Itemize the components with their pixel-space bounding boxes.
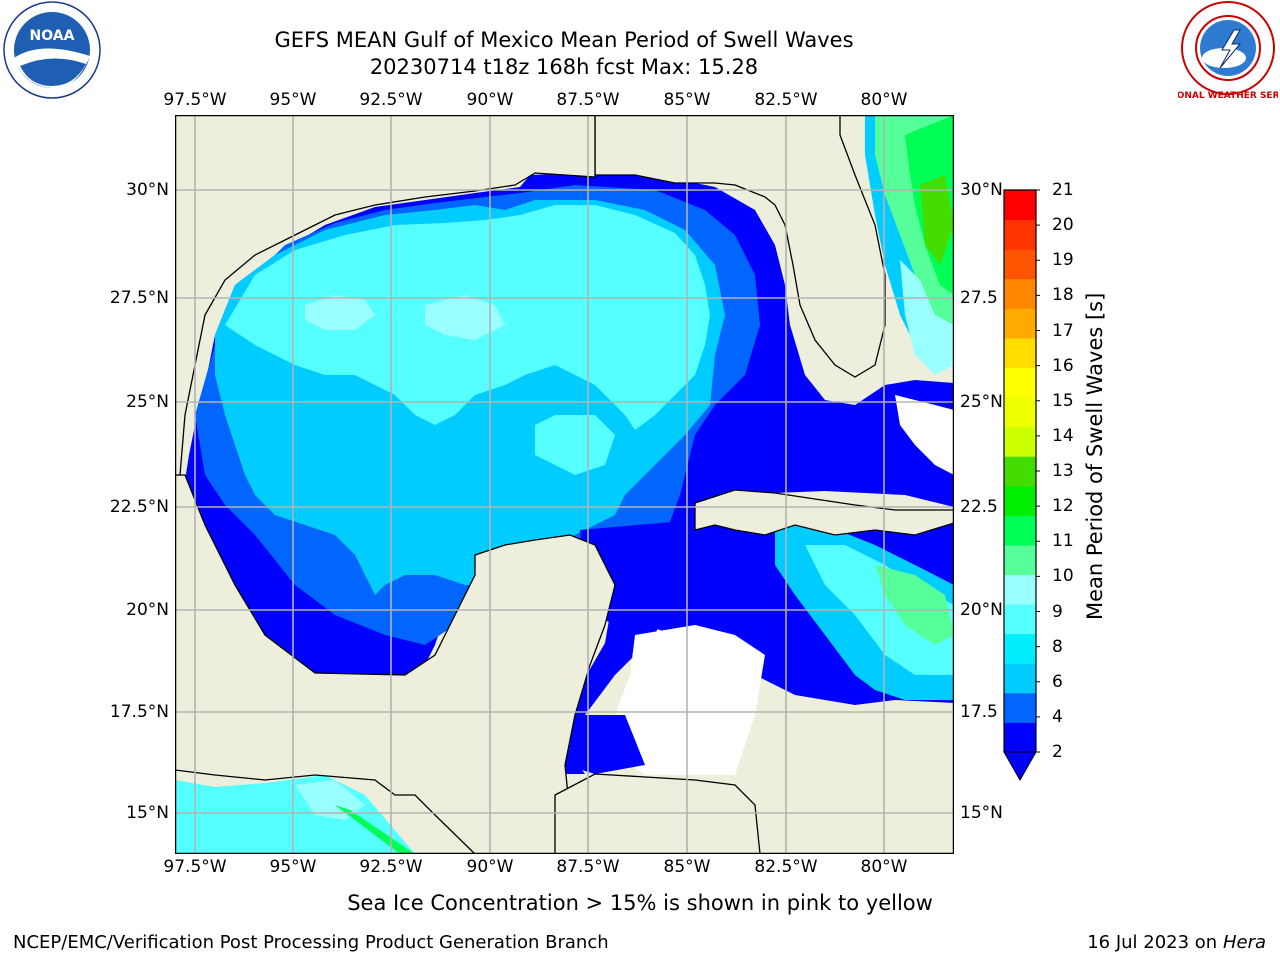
lat-label-right: 17.5 <box>960 702 998 722</box>
colorbar-tick-label: 2 <box>1052 742 1063 762</box>
lat-label-left: 30°N <box>126 180 169 200</box>
lon-label-top: 85°W <box>663 90 711 110</box>
chart-subtitle: 20230714 t18z 168h fcst Max: 15.28 <box>369 55 759 79</box>
lat-label-left: 20°N <box>126 600 169 620</box>
colorbar-tick-label: 10 <box>1052 566 1074 587</box>
colorbar-segment <box>1004 308 1036 339</box>
colorbar-segment <box>1004 426 1036 457</box>
coastlines <box>175 115 954 854</box>
colorbar-tick-label: 15 <box>1052 390 1074 411</box>
footer-machine: Hera <box>1222 932 1266 953</box>
colorbar <box>1000 186 1040 786</box>
lon-label-top: 82.5°W <box>754 90 818 110</box>
pacific-water <box>175 775 415 854</box>
noaa-logo-text: NOAA <box>30 28 75 44</box>
colorbar-segment <box>1004 604 1036 635</box>
lon-label-top: 80°W <box>860 90 908 110</box>
map-frame <box>175 115 954 854</box>
lat-label-left: 27.5°N <box>109 288 169 308</box>
lon-label-bottom: 97.5°W <box>163 857 227 877</box>
colorbar-segment <box>1004 278 1036 309</box>
colorbar-segment <box>1004 190 1036 221</box>
colorbar-tick-label: 14 <box>1052 425 1074 446</box>
lon-label-top: 87.5°W <box>556 90 620 110</box>
colorbar-tick-label: 4 <box>1052 706 1063 727</box>
colorbar-segment <box>1004 574 1036 605</box>
nws-logo-text: NATIONAL WEATHER SERVICE <box>1178 91 1278 100</box>
atlantic-water <box>865 115 954 375</box>
colorbar-segment <box>1004 249 1036 280</box>
lat-label-right: 30°N <box>960 180 1003 200</box>
colorbar-segment <box>1004 397 1036 428</box>
colorbar-label: Mean Period of Swell Waves [s] <box>1083 292 1107 620</box>
colorbar-segment <box>1004 515 1036 546</box>
colorbar-segment <box>1004 367 1036 398</box>
lat-label-right: 22.5 <box>960 497 998 517</box>
lon-label-top: 90°W <box>466 90 514 110</box>
colorbar-tick-label: 19 <box>1052 250 1074 271</box>
lat-label-left: 15°N <box>126 803 169 823</box>
colorbar-tick-label: 9 <box>1052 601 1063 622</box>
colorbar-segment <box>1004 337 1036 368</box>
lat-label-left: 17.5°N <box>109 702 169 722</box>
lat-label-right: 27.5 <box>960 288 998 308</box>
colorbar-under-arrow <box>1003 751 1037 782</box>
lat-label-right: 25°N <box>960 392 1003 412</box>
lon-label-bottom: 82.5°W <box>754 857 818 877</box>
lat-label-left: 25°N <box>126 392 169 412</box>
colorbar-tick-label: 20 <box>1052 215 1074 236</box>
colorbar-tick-label: 6 <box>1052 671 1063 692</box>
colorbar-segment <box>1004 456 1036 487</box>
lon-label-top: 92.5°W <box>359 90 423 110</box>
footer-date-text: 16 Jul 2023 on <box>1087 932 1223 953</box>
colorbar-segment <box>1004 663 1036 694</box>
lat-label-right: 15°N <box>960 803 1003 823</box>
graticule <box>175 115 954 854</box>
colorbar-segment <box>1004 633 1036 664</box>
colorbar-segment <box>1004 692 1036 723</box>
colorbar-tick-label: 13 <box>1052 461 1074 481</box>
lon-label-bottom: 87.5°W <box>556 857 620 877</box>
noaa-logo: NOAA <box>0 0 104 104</box>
footer-date: 16 Jul 2023 on Hera <box>1087 932 1266 953</box>
colorbar-segment <box>1004 485 1036 516</box>
colorbar-tick-label: 12 <box>1052 496 1074 517</box>
lon-label-bottom: 92.5°W <box>359 857 423 877</box>
colorbar-tick-label: 8 <box>1052 636 1063 657</box>
lon-label-bottom: 95°W <box>269 857 317 877</box>
colorbar-tick-label: 16 <box>1052 355 1074 376</box>
colorbar-segment <box>1004 219 1036 250</box>
colorbar-tick-label: 11 <box>1052 531 1074 552</box>
lon-label-bottom: 85°W <box>663 857 711 877</box>
colorbar-segment <box>1004 722 1036 753</box>
lat-label-left: 22.5°N <box>109 497 169 517</box>
chart-title: GEFS MEAN Gulf of Mexico Mean Period of … <box>274 28 854 52</box>
lon-label-top: 97.5°W <box>163 90 227 110</box>
lat-label-right: 20°N <box>960 600 1003 620</box>
footer-credit: NCEP/EMC/Verification Post Processing Pr… <box>13 932 609 953</box>
colorbar-tick-label: 21 <box>1052 180 1074 200</box>
lon-label-bottom: 90°W <box>466 857 514 877</box>
colorbar-tick-label: 18 <box>1052 285 1074 306</box>
colorbar-tick-label: 17 <box>1052 320 1074 341</box>
map-panel <box>175 115 954 854</box>
sea-ice-note: Sea Ice Concentration > 15% is shown in … <box>347 891 933 915</box>
nws-logo: NATIONAL WEATHER SERVICE <box>1153 0 1280 101</box>
lon-label-top: 95°W <box>269 90 317 110</box>
colorbar-segment <box>1004 544 1036 576</box>
lon-label-bottom: 80°W <box>860 857 908 877</box>
